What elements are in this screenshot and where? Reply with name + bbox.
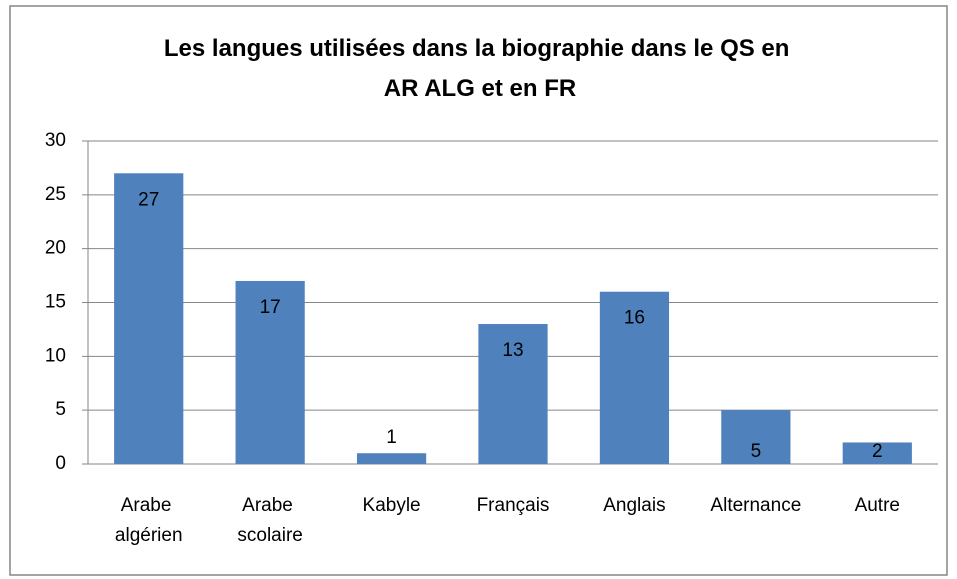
bar bbox=[356, 453, 427, 464]
x-tick-label: Français bbox=[477, 495, 550, 516]
bar bbox=[235, 280, 305, 464]
bar bbox=[114, 173, 184, 465]
y-tick-label: 15 bbox=[45, 292, 66, 313]
x-tick-label: Anglais bbox=[603, 495, 665, 516]
chart-title: Les langues utilisées dans la biographie… bbox=[164, 35, 796, 102]
x-tick-label: Autre bbox=[855, 495, 900, 516]
x-tick-label: Arabe algérien bbox=[115, 495, 183, 546]
y-tick-label: 0 bbox=[55, 453, 66, 474]
y-tick-label: 20 bbox=[45, 238, 66, 259]
y-tick-label: 10 bbox=[45, 345, 66, 366]
bar bbox=[721, 410, 791, 464]
data-label: 1 bbox=[386, 427, 397, 448]
bar bbox=[599, 291, 670, 464]
data-label: 27 bbox=[138, 189, 159, 210]
y-tick-label: 30 bbox=[45, 130, 66, 151]
data-label: 13 bbox=[502, 340, 523, 361]
y-tick-label: 25 bbox=[45, 184, 66, 205]
x-tick-label: Alternance bbox=[710, 495, 801, 516]
x-tick-label: Arabe scolaire bbox=[237, 495, 302, 546]
bar bbox=[842, 442, 912, 464]
x-tick-label: Kabyle bbox=[363, 495, 421, 516]
y-tick-label: 5 bbox=[55, 399, 66, 420]
data-label: 2 bbox=[872, 441, 883, 462]
data-label: 5 bbox=[751, 441, 762, 462]
data-label: 16 bbox=[624, 308, 645, 329]
bar bbox=[478, 324, 548, 464]
data-label: 17 bbox=[260, 297, 281, 318]
